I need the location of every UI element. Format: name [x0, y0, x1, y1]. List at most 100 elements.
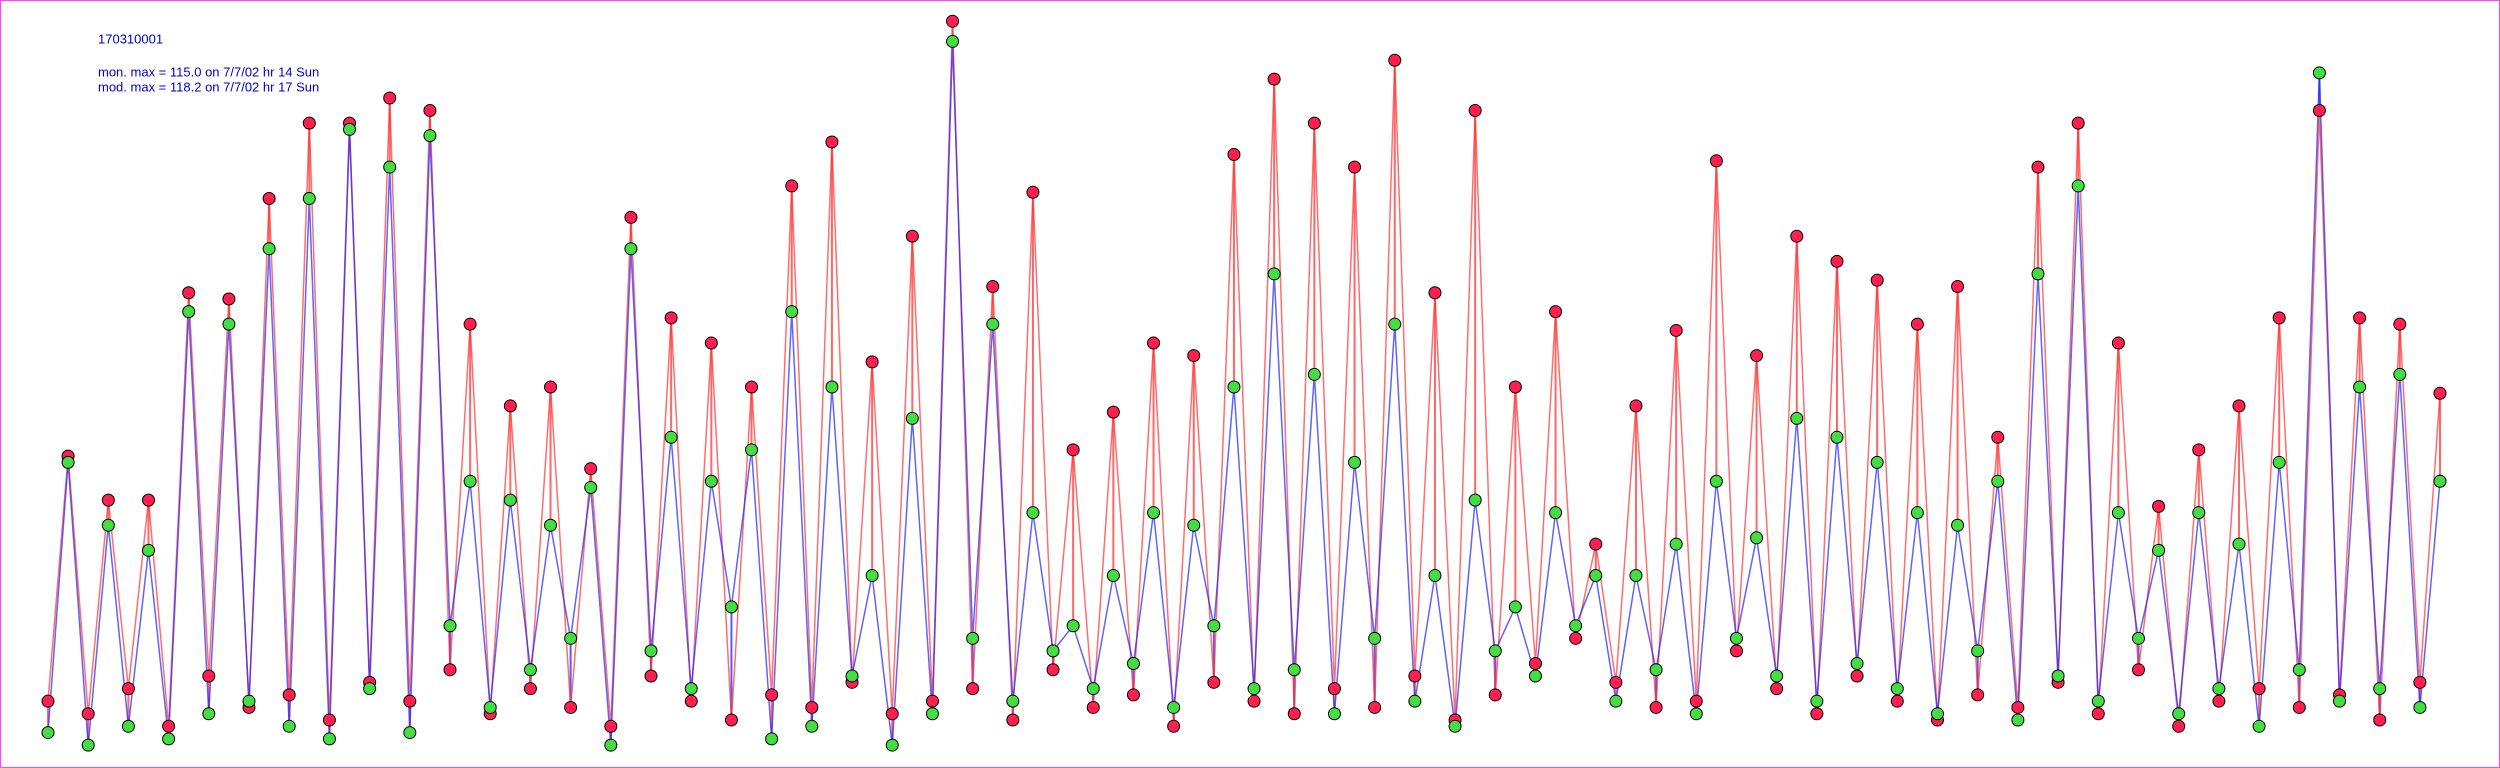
data-point	[2232, 399, 2246, 413]
data-point	[1971, 688, 1985, 702]
data-point	[1649, 700, 1663, 714]
data-point	[2152, 499, 2166, 513]
data-point	[403, 694, 417, 708]
data-point	[443, 619, 457, 633]
data-point	[162, 732, 176, 746]
data-point	[1448, 719, 1462, 733]
data-point	[1750, 531, 1764, 545]
data-point	[2071, 179, 2085, 193]
data-point	[1890, 682, 1904, 696]
data-point	[1287, 707, 1301, 721]
data-point	[101, 518, 115, 532]
data-point	[1991, 430, 2005, 444]
data-point	[322, 732, 336, 746]
data-point	[262, 242, 276, 256]
data-point	[41, 726, 55, 740]
series-line	[47, 21, 2441, 727]
data-point	[2111, 506, 2125, 520]
data-point	[1770, 669, 1784, 683]
data-point	[1368, 631, 1382, 645]
data-point	[1086, 700, 1100, 714]
data-point	[724, 713, 738, 727]
data-point	[2373, 713, 2387, 727]
data-point	[1468, 104, 1482, 118]
data-point	[2353, 311, 2367, 325]
data-point	[1227, 148, 1241, 162]
data-point	[1348, 455, 1362, 469]
data-point	[2272, 455, 2286, 469]
data-point	[222, 317, 236, 331]
data-point	[2413, 700, 2427, 714]
data-point	[1488, 644, 1502, 658]
data-point	[1569, 631, 1583, 645]
data-point	[1066, 443, 1080, 457]
data-point	[986, 279, 1000, 293]
data-point	[1348, 160, 1362, 174]
data-point	[1508, 600, 1522, 614]
data-point	[523, 663, 537, 677]
data-point	[604, 738, 618, 752]
data-point	[684, 694, 698, 708]
data-point	[322, 713, 336, 727]
annotation: mon. max = 115.0 on 7/7/02 hr 14 Sun	[98, 64, 319, 79]
data-point	[946, 34, 960, 48]
data-point	[1126, 688, 1140, 702]
data-point	[182, 305, 196, 319]
data-point	[2332, 694, 2346, 708]
data-point	[1267, 267, 1281, 281]
data-point	[2373, 682, 2387, 696]
data-point	[1247, 682, 1261, 696]
data-point	[1528, 656, 1542, 670]
data-point	[2232, 537, 2246, 551]
annotation: mod. max = 118.2 on 7/7/02 hr 17 Sun	[98, 79, 319, 94]
data-point	[1006, 694, 1020, 708]
data-point	[825, 380, 839, 394]
data-point	[81, 707, 95, 721]
data-point	[604, 719, 618, 733]
data-point	[946, 14, 960, 28]
data-point	[202, 707, 216, 721]
data-point	[1408, 669, 1422, 683]
data-point	[162, 719, 176, 733]
data-point	[925, 694, 939, 708]
data-point	[2292, 663, 2306, 677]
data-point	[1227, 380, 1241, 394]
data-point	[1307, 116, 1321, 130]
data-point	[1488, 688, 1502, 702]
data-point	[885, 707, 899, 721]
data-point	[41, 694, 55, 708]
data-point	[785, 179, 799, 193]
data-point	[262, 192, 276, 205]
data-point	[1770, 682, 1784, 696]
data-point	[986, 317, 1000, 331]
data-point	[383, 91, 397, 105]
data-point	[1589, 537, 1603, 551]
data-point	[222, 292, 236, 306]
data-point	[423, 104, 437, 118]
data-point	[463, 317, 477, 331]
data-point	[1126, 656, 1140, 670]
data-point	[1086, 682, 1100, 696]
data-point	[584, 462, 598, 476]
data-point	[2051, 669, 2065, 683]
data-point	[2031, 160, 2045, 174]
data-point	[1629, 569, 1643, 582]
data-point	[905, 411, 919, 425]
data-point	[1106, 405, 1120, 419]
chart-title: 170310001	[98, 31, 163, 46]
data-point	[1709, 474, 1723, 488]
data-point	[403, 726, 417, 740]
data-point	[2252, 719, 2266, 733]
data-point	[905, 229, 919, 243]
data-point	[1066, 619, 1080, 633]
data-point	[1408, 694, 1422, 708]
data-point	[1890, 694, 1904, 708]
data-point	[1327, 707, 1341, 721]
data-point	[2152, 543, 2166, 557]
data-point	[1609, 675, 1623, 689]
data-point	[1910, 506, 1924, 520]
data-point	[805, 719, 819, 733]
data-point	[1428, 286, 1442, 300]
data-point	[101, 493, 115, 507]
